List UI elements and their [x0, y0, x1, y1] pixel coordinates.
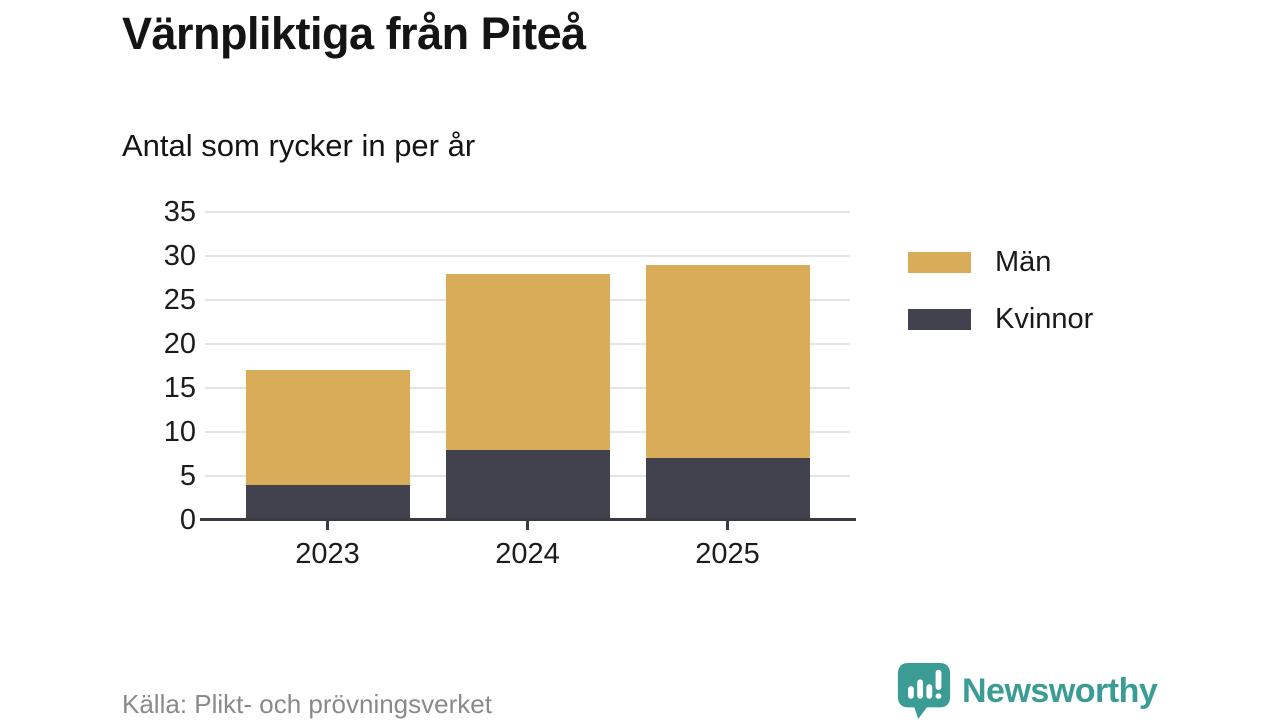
- y-tick-label-0: 0: [179, 504, 196, 536]
- legend-label-women: Kvinnor: [995, 303, 1094, 335]
- bar-segment-men-2024: [445, 273, 610, 450]
- y-tick-label-20: 20: [163, 328, 196, 360]
- bar-segment-women-2024: [445, 449, 610, 520]
- x-tick-label-2023: 2023: [295, 538, 360, 570]
- x-tick-2025: [726, 521, 729, 530]
- legend: Män Kvinnor: [908, 246, 1093, 360]
- x-tick-2024: [526, 521, 529, 530]
- chart-subtitle: Antal som rycker in per år: [122, 128, 476, 163]
- chart-title: Värnpliktiga från Piteå: [122, 8, 586, 59]
- brand-logo: Newsworthy: [896, 662, 1158, 720]
- newsworthy-icon: [897, 662, 951, 720]
- y-tick-label-30: 30: [163, 240, 196, 272]
- x-axis-line: [200, 518, 856, 521]
- legend-item-men: Män: [908, 246, 1093, 279]
- x-tick-label-2025: 2025: [695, 538, 760, 570]
- y-tick-label-15: 15: [163, 372, 196, 404]
- legend-label-men: Män: [995, 246, 1052, 278]
- x-tick-label-2024: 2024: [495, 538, 560, 570]
- bar-segment-women-2023: [245, 484, 410, 520]
- bar-segment-men-2023: [245, 370, 410, 485]
- y-tick-label-5: 5: [179, 460, 196, 492]
- bar-segment-men-2025: [645, 264, 810, 459]
- source-note: Källa: Plikt- och prövningsverket: [122, 689, 492, 719]
- bar-segment-women-2025: [645, 458, 810, 520]
- gridline-35: [205, 211, 850, 213]
- y-tick-label-10: 10: [163, 416, 196, 448]
- y-tick-label-35: 35: [163, 196, 196, 228]
- gridline-30: [205, 255, 850, 257]
- x-tick-2023: [326, 521, 329, 530]
- brand-name: Newsworthy: [962, 671, 1158, 710]
- legend-swatch-men: [908, 252, 971, 273]
- y-tick-label-25: 25: [163, 284, 196, 316]
- legend-swatch-women: [908, 309, 971, 330]
- legend-item-women: Kvinnor: [908, 303, 1093, 336]
